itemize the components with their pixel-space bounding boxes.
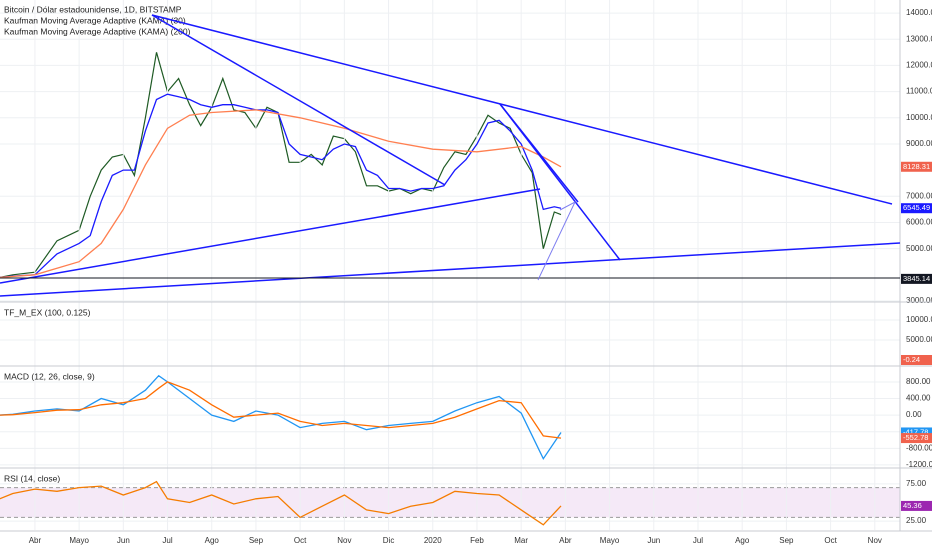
price-badge [901, 427, 932, 438]
x-tick-label: Oct [824, 536, 837, 545]
x-tick-label: Nov [337, 536, 351, 545]
x-tick-label: Ago [205, 536, 220, 545]
y-tick-label: 5000.00 [906, 244, 932, 253]
price-badge-label: 45.36 [903, 501, 922, 510]
x-tick-label: Feb [470, 536, 484, 545]
background [0, 0, 900, 530]
panel-title: TF_M_EX (100, 0.125) [4, 307, 91, 317]
y-tick-label: 14000.00 [906, 8, 932, 17]
x-tick-label: Jul [162, 536, 172, 545]
price-badge-label: -552.78 [903, 433, 928, 442]
series-line [0, 109, 562, 279]
y-tick-label: 11000.00 [906, 87, 932, 96]
series-line [0, 374, 562, 460]
x-tick-label: Jun [647, 536, 660, 545]
y-tick-label: 400.00 [906, 394, 931, 403]
y-tick-label: 10000.00 [906, 315, 932, 324]
y-tick-label: -1200.00 [906, 460, 932, 469]
x-tick-label: Oct [294, 536, 307, 545]
x-tick-label: Ago [735, 536, 750, 545]
x-tick-label: Jun [117, 536, 130, 545]
rsi-band [0, 487, 900, 518]
y-tick-label: 800.00 [906, 377, 931, 386]
price-badge [901, 433, 932, 444]
x-tick-label: Jul [693, 536, 703, 545]
y-tick-label: -800.00 [906, 443, 932, 452]
y-tick-label: 75.00 [906, 479, 927, 488]
trend-line [0, 188, 541, 284]
series-line [0, 480, 562, 526]
x-tick-label: Mayo [69, 536, 89, 545]
trend-line [499, 103, 579, 203]
panel-title: MACD (12, 26, close, 9) [4, 371, 95, 381]
price-badge [901, 203, 932, 214]
price-badge-label: -417.78 [903, 427, 928, 436]
y-tick-label: 3000.00 [906, 296, 932, 305]
series-line [0, 381, 562, 439]
price-badge [901, 161, 932, 172]
series-line [0, 93, 562, 279]
x-tick-label: Sep [249, 536, 264, 545]
price-badge [901, 273, 932, 284]
y-tick-label: 7000.00 [906, 191, 932, 200]
trend-line [151, 14, 446, 186]
y-tick-label: 25.00 [906, 516, 927, 525]
trend-line [151, 14, 893, 205]
price-badge-label: 6545.49 [903, 203, 930, 212]
arrow [537, 200, 577, 281]
x-tick-label: Abr [559, 536, 572, 545]
trend-line [0, 242, 901, 297]
panel-title: Bitcoin / Dólar estadounidense, 1D, BITS… [4, 4, 182, 14]
price-badge-label: 3845.14 [903, 274, 930, 283]
price-badge [901, 355, 932, 366]
x-tick-label: Mayo [600, 536, 620, 545]
y-tick-label: 13000.00 [906, 34, 932, 43]
trend-drawings [0, 14, 901, 297]
x-tick-label: Abr [29, 536, 42, 545]
panel-title: RSI (14, close) [4, 473, 60, 483]
x-tick-label: Mar [514, 536, 528, 545]
y-tick-label: 6000.00 [906, 218, 932, 227]
y-tick-label: 10000.00 [906, 113, 932, 122]
x-tick-label: Nov [868, 536, 882, 545]
x-tick-label: Dic [383, 536, 395, 545]
y-tick-label: 9000.00 [906, 139, 932, 148]
y-tick-label: 0.00 [906, 410, 922, 419]
x-tick-label: 2020 [424, 536, 442, 545]
price-badge-label: -0.24 [903, 355, 920, 364]
legend-entry: Kaufman Moving Average Adaptive (KAMA) (… [4, 26, 191, 36]
legend-entry: Kaufman Moving Average Adaptive (KAMA) (… [4, 15, 186, 25]
price-badge-label: 8128.31 [903, 162, 930, 171]
y-tick-label: 12000.00 [906, 61, 932, 70]
y-tick-label: 5000.00 [906, 335, 932, 344]
price-badge [901, 500, 932, 511]
x-tick-label: Sep [779, 536, 794, 545]
